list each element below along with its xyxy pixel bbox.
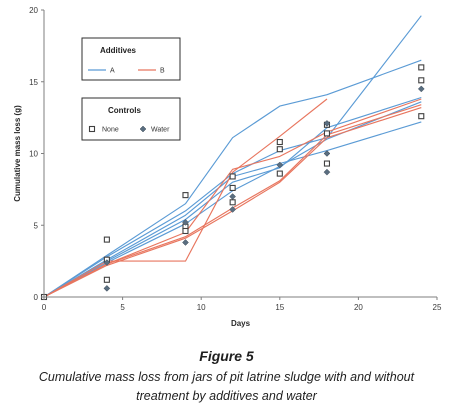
legend-label-water: Water <box>151 127 170 134</box>
marker-none <box>182 192 189 199</box>
legend-controls-title: Controls <box>108 106 141 115</box>
mass-loss-chart: 0 5 10 15 20 25 0 5 10 15 20 Days Cumulative mass… <box>13 6 442 328</box>
x-tick-label: 20 <box>354 303 363 312</box>
legend-label-none: None <box>102 127 119 134</box>
marker-none <box>323 160 331 167</box>
x-tick-label: 25 <box>433 303 442 312</box>
marker-none <box>323 130 331 137</box>
marker-none <box>229 173 236 180</box>
marker-water <box>103 285 111 292</box>
legend-additives-box <box>81 37 181 81</box>
marker-none <box>276 170 283 177</box>
y-tick-label: 15 <box>29 78 38 87</box>
marker-water <box>276 161 284 169</box>
marker-water <box>323 150 331 157</box>
y-tick-label: 0 <box>34 293 39 302</box>
legend-controls-box <box>81 97 181 141</box>
control-markers <box>40 64 425 301</box>
marker-none <box>418 77 425 84</box>
marker-none <box>276 138 283 146</box>
marker-none <box>229 199 236 206</box>
legend-label-a: A <box>110 68 115 75</box>
marker-none <box>418 64 425 71</box>
legend-additives: Additives A B <box>81 37 181 81</box>
legend-label-b: B <box>160 68 165 75</box>
figure-caption-block: Figure 5 Cumulative mass loss from jars … <box>0 348 453 406</box>
series-line-b <box>43 98 328 298</box>
legend-square-marker <box>88 125 96 133</box>
marker-water <box>229 206 236 213</box>
x-tick-label: 0 <box>42 303 47 312</box>
axes: 0 5 10 15 20 25 0 5 10 15 20 Days Cumulative mass… <box>13 6 442 328</box>
marker-water <box>417 85 425 93</box>
legend-diamond-marker <box>139 125 147 133</box>
y-tick-label: 20 <box>29 6 38 15</box>
marker-none <box>103 236 110 243</box>
x-axis-title: Days <box>231 319 251 328</box>
marker-none <box>276 146 283 153</box>
figure-caption: Cumulative mass loss from jars of pit la… <box>38 370 415 403</box>
legend-additives-title: Additives <box>100 46 137 55</box>
marker-none <box>103 276 110 283</box>
marker-water <box>103 259 111 266</box>
marker-none <box>182 227 189 235</box>
marker-none <box>229 184 236 191</box>
legend-controls: Controls None Water <box>81 97 181 141</box>
y-axis-ticks: 0 5 10 15 20 <box>29 6 44 302</box>
y-tick-label: 5 <box>34 221 39 230</box>
x-tick-label: 5 <box>120 303 125 312</box>
x-tick-label: 15 <box>275 303 284 312</box>
marker-water <box>323 168 331 176</box>
y-axis-title: Cumulative mass loss (g) <box>13 105 22 202</box>
marker-water <box>323 120 331 127</box>
series-line-a <box>43 59 422 298</box>
x-tick-label: 10 <box>197 303 206 312</box>
y-tick-label: 10 <box>29 150 38 159</box>
marker-water <box>182 219 189 226</box>
figure-title: Figure 5 <box>199 348 254 364</box>
marker-water <box>229 193 236 200</box>
x-axis-ticks: 0 5 10 15 20 25 <box>42 297 442 312</box>
marker-water <box>182 239 189 246</box>
marker-none <box>418 113 425 120</box>
